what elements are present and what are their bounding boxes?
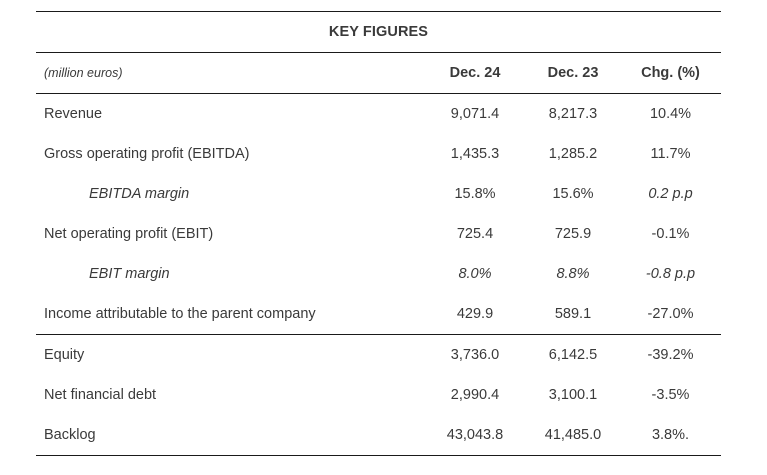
value-dec24: 1,435.3: [450, 146, 500, 162]
value-change: -0.8 p.p: [645, 266, 696, 282]
row-label: Gross operating profit (EBITDA): [44, 146, 250, 162]
column-header-dec23: Dec. 23: [547, 65, 599, 81]
value-dec23: 3,100.1: [548, 387, 598, 403]
row-label: Net financial debt: [44, 387, 157, 403]
value-change: 11.7%: [650, 146, 691, 162]
table-row-ebitda-margin: EBITDA margin 15.8% 15.6% 0.2 p.p: [36, 174, 721, 214]
row-label: Revenue: [44, 106, 103, 122]
value-dec23: 8,217.3: [548, 106, 598, 122]
value-dec23: 41,485.0: [544, 427, 602, 443]
table-row-ebit-margin: EBIT margin 8.0% 8.8% -0.8 p.p: [36, 254, 721, 294]
key-figures-table: KEY FIGURES (million euros) Dec. 24 Dec.…: [36, 11, 721, 456]
value-dec23: 1,285.2: [548, 146, 598, 162]
value-dec24: 8.0%: [458, 266, 492, 282]
column-header-change: Chg. (%): [641, 65, 700, 81]
value-dec24: 9,071.4: [450, 106, 500, 122]
table-row-backlog: Backlog 43,043.8 41,485.0 3.8%.: [36, 415, 721, 455]
table-title: KEY FIGURES: [328, 24, 429, 40]
value-dec23: 589.1: [554, 306, 592, 322]
value-dec24: 15.8%: [454, 186, 496, 202]
value-dec24: 725.4: [456, 226, 494, 242]
row-label: Backlog: [44, 427, 96, 443]
row-label: Equity: [44, 347, 85, 363]
value-change: -3.5%: [651, 387, 690, 403]
row-label: Income attributable to the parent compan…: [44, 306, 316, 322]
column-header-dec24: Dec. 24: [449, 65, 501, 81]
value-change: -39.2%: [647, 347, 694, 363]
value-change: -27.0%: [647, 306, 694, 322]
table-row-ebitda: Gross operating profit (EBITDA) 1,435.3 …: [36, 134, 721, 174]
row-label: EBIT margin: [89, 266, 170, 282]
value-change: 10.4%: [649, 106, 692, 122]
table-row-ebit: Net operating profit (EBIT) 725.4 725.9 …: [36, 214, 721, 254]
table-row-equity: Equity 3,736.0 6,142.5 -39.2%: [36, 335, 721, 375]
unit-label: (million euros): [44, 66, 123, 80]
value-dec24: 43,043.8: [446, 427, 504, 443]
value-dec24: 429.9: [456, 306, 494, 322]
value-change: 0.2 p.p: [648, 186, 693, 202]
value-change: -0.1%: [651, 226, 690, 242]
value-dec23: 15.6%: [552, 186, 594, 202]
section-rule: [36, 334, 721, 335]
header-rule: [36, 93, 721, 94]
table-row-revenue: Revenue 9,071.4 8,217.3 10.4%: [36, 94, 721, 134]
value-change: 3.8%.: [651, 427, 690, 443]
value-dec23: 6,142.5: [548, 347, 598, 363]
bottom-rule: [36, 455, 721, 456]
value-dec24: 3,736.0: [450, 347, 500, 363]
title-rule: [36, 52, 721, 53]
row-label: EBITDA margin: [89, 186, 190, 202]
table-row-net-income: Income attributable to the parent compan…: [36, 294, 721, 334]
value-dec23: 725.9: [554, 226, 592, 242]
value-dec23: 8.8%: [556, 266, 590, 282]
table-row-net-debt: Net financial debt 2,990.4 3,100.1 -3.5%: [36, 375, 721, 415]
top-rule: [36, 11, 721, 12]
header-row: (million euros) Dec. 24 Dec. 23 Chg. (%): [36, 53, 721, 93]
row-label: Net operating profit (EBIT): [44, 226, 214, 242]
value-dec24: 2,990.4: [450, 387, 500, 403]
